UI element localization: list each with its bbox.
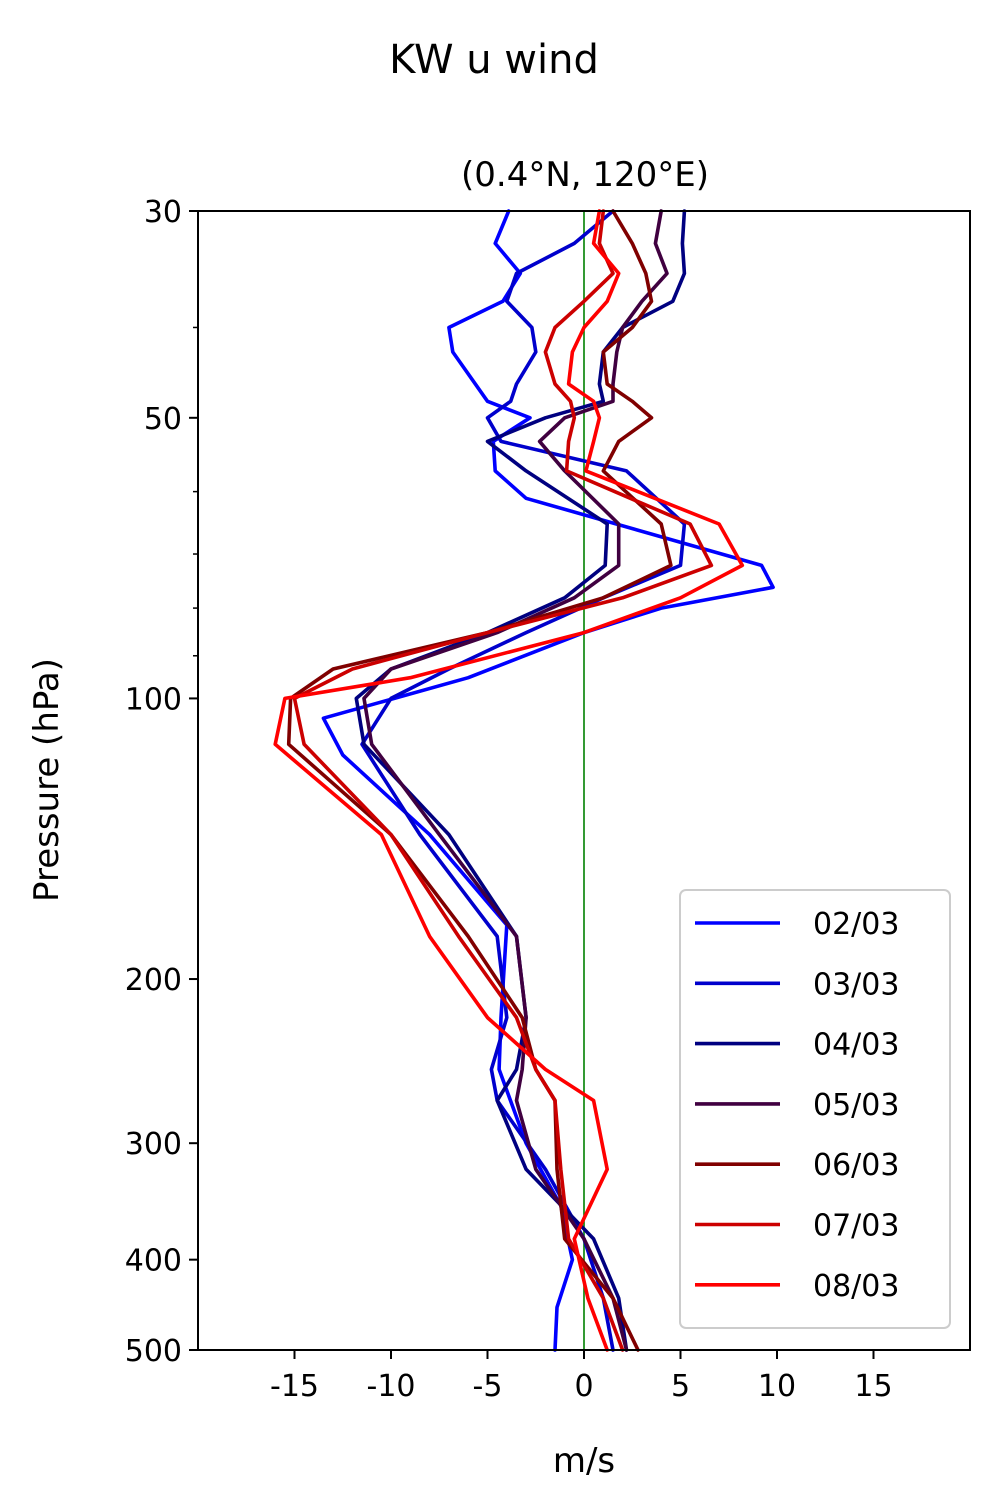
- legend-label: 06/03: [813, 1148, 899, 1183]
- legend-label: 07/03: [813, 1209, 899, 1244]
- x-tick-label: 5: [671, 1369, 690, 1404]
- plot-frame: [197, 210, 971, 1351]
- legend-label: 08/03: [813, 1269, 899, 1304]
- y-tick-label: 30: [144, 195, 182, 230]
- y-tick-label: 300: [125, 1127, 182, 1162]
- y-tick-label: 500: [125, 1334, 182, 1369]
- x-tick-label: 10: [758, 1369, 796, 1404]
- series-line-02-03: [321, 209, 775, 1352]
- axis-ticks: -15 -10 -5 0 5 10 15 30 50 100 200 300 400 500: [125, 195, 893, 1404]
- chart-title: KW u wind: [389, 37, 599, 83]
- x-tick-label: 0: [574, 1369, 593, 1404]
- legend-label: 05/03: [813, 1088, 899, 1123]
- series-line-05-03: [362, 209, 669, 1352]
- x-tick-label: -15: [270, 1369, 319, 1404]
- y-tick-label: 50: [144, 402, 182, 437]
- series-lines: [273, 209, 775, 1352]
- y-axis-label: Pressure (hPa): [27, 658, 67, 902]
- y-tick-label: 400: [125, 1244, 182, 1279]
- y-tick-label: 200: [125, 963, 182, 998]
- x-tick-label: -5: [473, 1369, 503, 1404]
- legend-label: 03/03: [813, 967, 899, 1002]
- chart-subtitle: (0.4°N, 120°E): [461, 155, 709, 195]
- legend-label: 04/03: [813, 1028, 899, 1063]
- legend: 02/03 03/03 04/03 05/03 06/03 07/03 08/03: [679, 889, 951, 1329]
- series-line-03-03: [360, 209, 687, 1352]
- legend-frame: [679, 889, 951, 1329]
- x-axis-label: m/s: [553, 1441, 615, 1481]
- legend-label: 02/03: [813, 907, 899, 942]
- x-tick-label: -10: [367, 1369, 416, 1404]
- y-tick-label: 100: [125, 682, 182, 717]
- series-line-04-03: [354, 209, 687, 1352]
- x-tick-label: 15: [854, 1369, 892, 1404]
- series-line-08-03: [273, 209, 745, 1352]
- series-line-07-03: [292, 209, 714, 1352]
